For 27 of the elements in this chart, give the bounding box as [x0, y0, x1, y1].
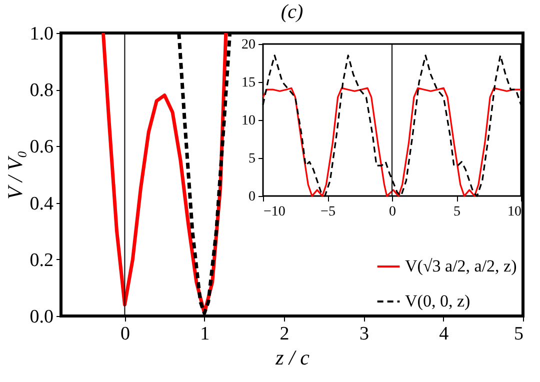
x-tick-label: 5 [514, 324, 524, 344]
y-tick-label: 0.0 [30, 306, 54, 328]
y-tick-label: 10 [242, 114, 256, 128]
y-tick-label: 0.2 [30, 250, 54, 271]
chart-title: (c) [280, 1, 304, 23]
y-axis-title: V / V₀ [2, 150, 27, 200]
y-tick-label: 0.8 [30, 80, 54, 102]
legend-label: V(0, 0, z) [405, 292, 470, 310]
y-tick-label: 15 [242, 76, 256, 90]
x-tick-label: −5 [320, 204, 336, 220]
x-tick-label: 4 [439, 324, 450, 344]
y-tick-label: 5 [248, 152, 256, 166]
legend-label: V(√3 a/2, a/2, z) [405, 256, 517, 276]
x-tick-label: 3 [359, 324, 369, 344]
y-tick-label: 20 [242, 38, 256, 52]
y-tick-label: 0.6 [30, 136, 54, 158]
x-axis-title: z / c [274, 346, 310, 370]
x-tick-label: 0 [120, 324, 130, 344]
x-tick-label: 0 [389, 204, 396, 220]
x-tick-label: 1 [200, 324, 210, 344]
y-tick-label: 0 [248, 190, 256, 204]
x-tick-label: −10 [264, 204, 286, 220]
x-tick-label: 2 [280, 324, 290, 344]
x-tick-label: 10 [508, 204, 522, 220]
x-tick-label: 5 [454, 204, 460, 220]
y-tick-label: 1.0 [30, 24, 54, 44]
y-tick-label: 0.4 [30, 193, 54, 214]
